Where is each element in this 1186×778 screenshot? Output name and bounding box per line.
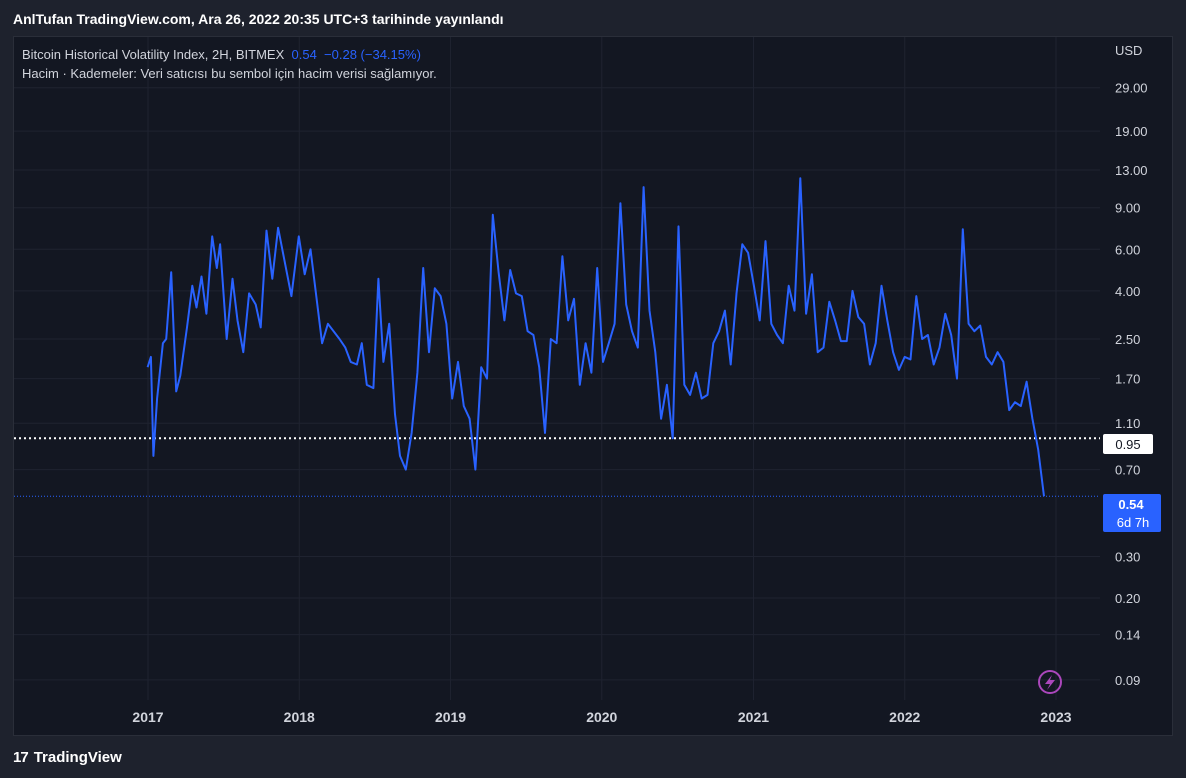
lightning-icon[interactable] [1038, 670, 1062, 694]
y-tick-label: 0.20 [1115, 591, 1140, 606]
x-tick-label: 2017 [132, 709, 163, 725]
legend: Bitcoin Historical Volatility Index, 2H,… [22, 45, 437, 83]
legend-symbol[interactable]: Bitcoin Historical Volatility Index, 2H,… [22, 47, 285, 62]
svg-text:0.54: 0.54 [1118, 497, 1144, 512]
y-tick-label: 0.70 [1115, 463, 1140, 478]
x-tick-label: 2020 [586, 709, 617, 725]
y-tick-label: 0.09 [1115, 673, 1140, 688]
chart-frame [13, 36, 1173, 736]
dotted-level-label: 0.95 [1103, 434, 1153, 454]
currency-label: USD [1115, 43, 1142, 58]
tradingview-logo-icon: 17 [13, 748, 29, 766]
y-tick-label: 4.00 [1115, 284, 1140, 299]
y-tick-label: 29.00 [1115, 81, 1148, 96]
publish-note: AnlTufan TradingView.com, Ara 26, 2022 2… [13, 11, 504, 27]
y-tick-label: 1.70 [1115, 372, 1140, 387]
x-tick-label: 2019 [435, 709, 466, 725]
y-tick-label: 0.30 [1115, 549, 1140, 564]
grid [14, 37, 1100, 700]
y-tick-label: 13.00 [1115, 163, 1148, 178]
series-line [146, 177, 1045, 497]
x-tick-label: 2023 [1040, 709, 1071, 725]
y-tick-label: 2.50 [1115, 332, 1140, 347]
price-axis: 29.00 19.00 13.00 9.00 6.00 4.00 2.50 1.70 1.10 0… [1115, 81, 1148, 688]
y-tick-label: 1.10 [1115, 416, 1140, 431]
legend-volume-note: Hacim · Kademeler: Veri satıcısı bu semb… [22, 66, 437, 81]
legend-value: 0.54 [291, 47, 317, 62]
x-tick-label: 2021 [738, 709, 769, 725]
y-tick-label: 9.00 [1115, 201, 1140, 216]
time-axis: 2017 2018 2019 2020 2021 2022 2023 [132, 709, 1071, 725]
y-tick-label: 19.00 [1115, 124, 1148, 139]
y-tick-label: 6.00 [1115, 242, 1140, 257]
last-value-label: 0.54 6d 7h [1103, 494, 1161, 532]
footer-brand[interactable]: 17 TradingView [13, 746, 122, 768]
footer-brand-text: TradingView [33, 748, 122, 766]
legend-change: −0.28 (−34.15%) [324, 47, 421, 62]
svg-text:6d 7h: 6d 7h [1117, 515, 1150, 530]
x-tick-label: 2022 [889, 709, 920, 725]
svg-text:0.95: 0.95 [1115, 437, 1140, 452]
x-tick-label: 2018 [284, 709, 315, 725]
y-tick-label: 0.14 [1115, 628, 1140, 643]
